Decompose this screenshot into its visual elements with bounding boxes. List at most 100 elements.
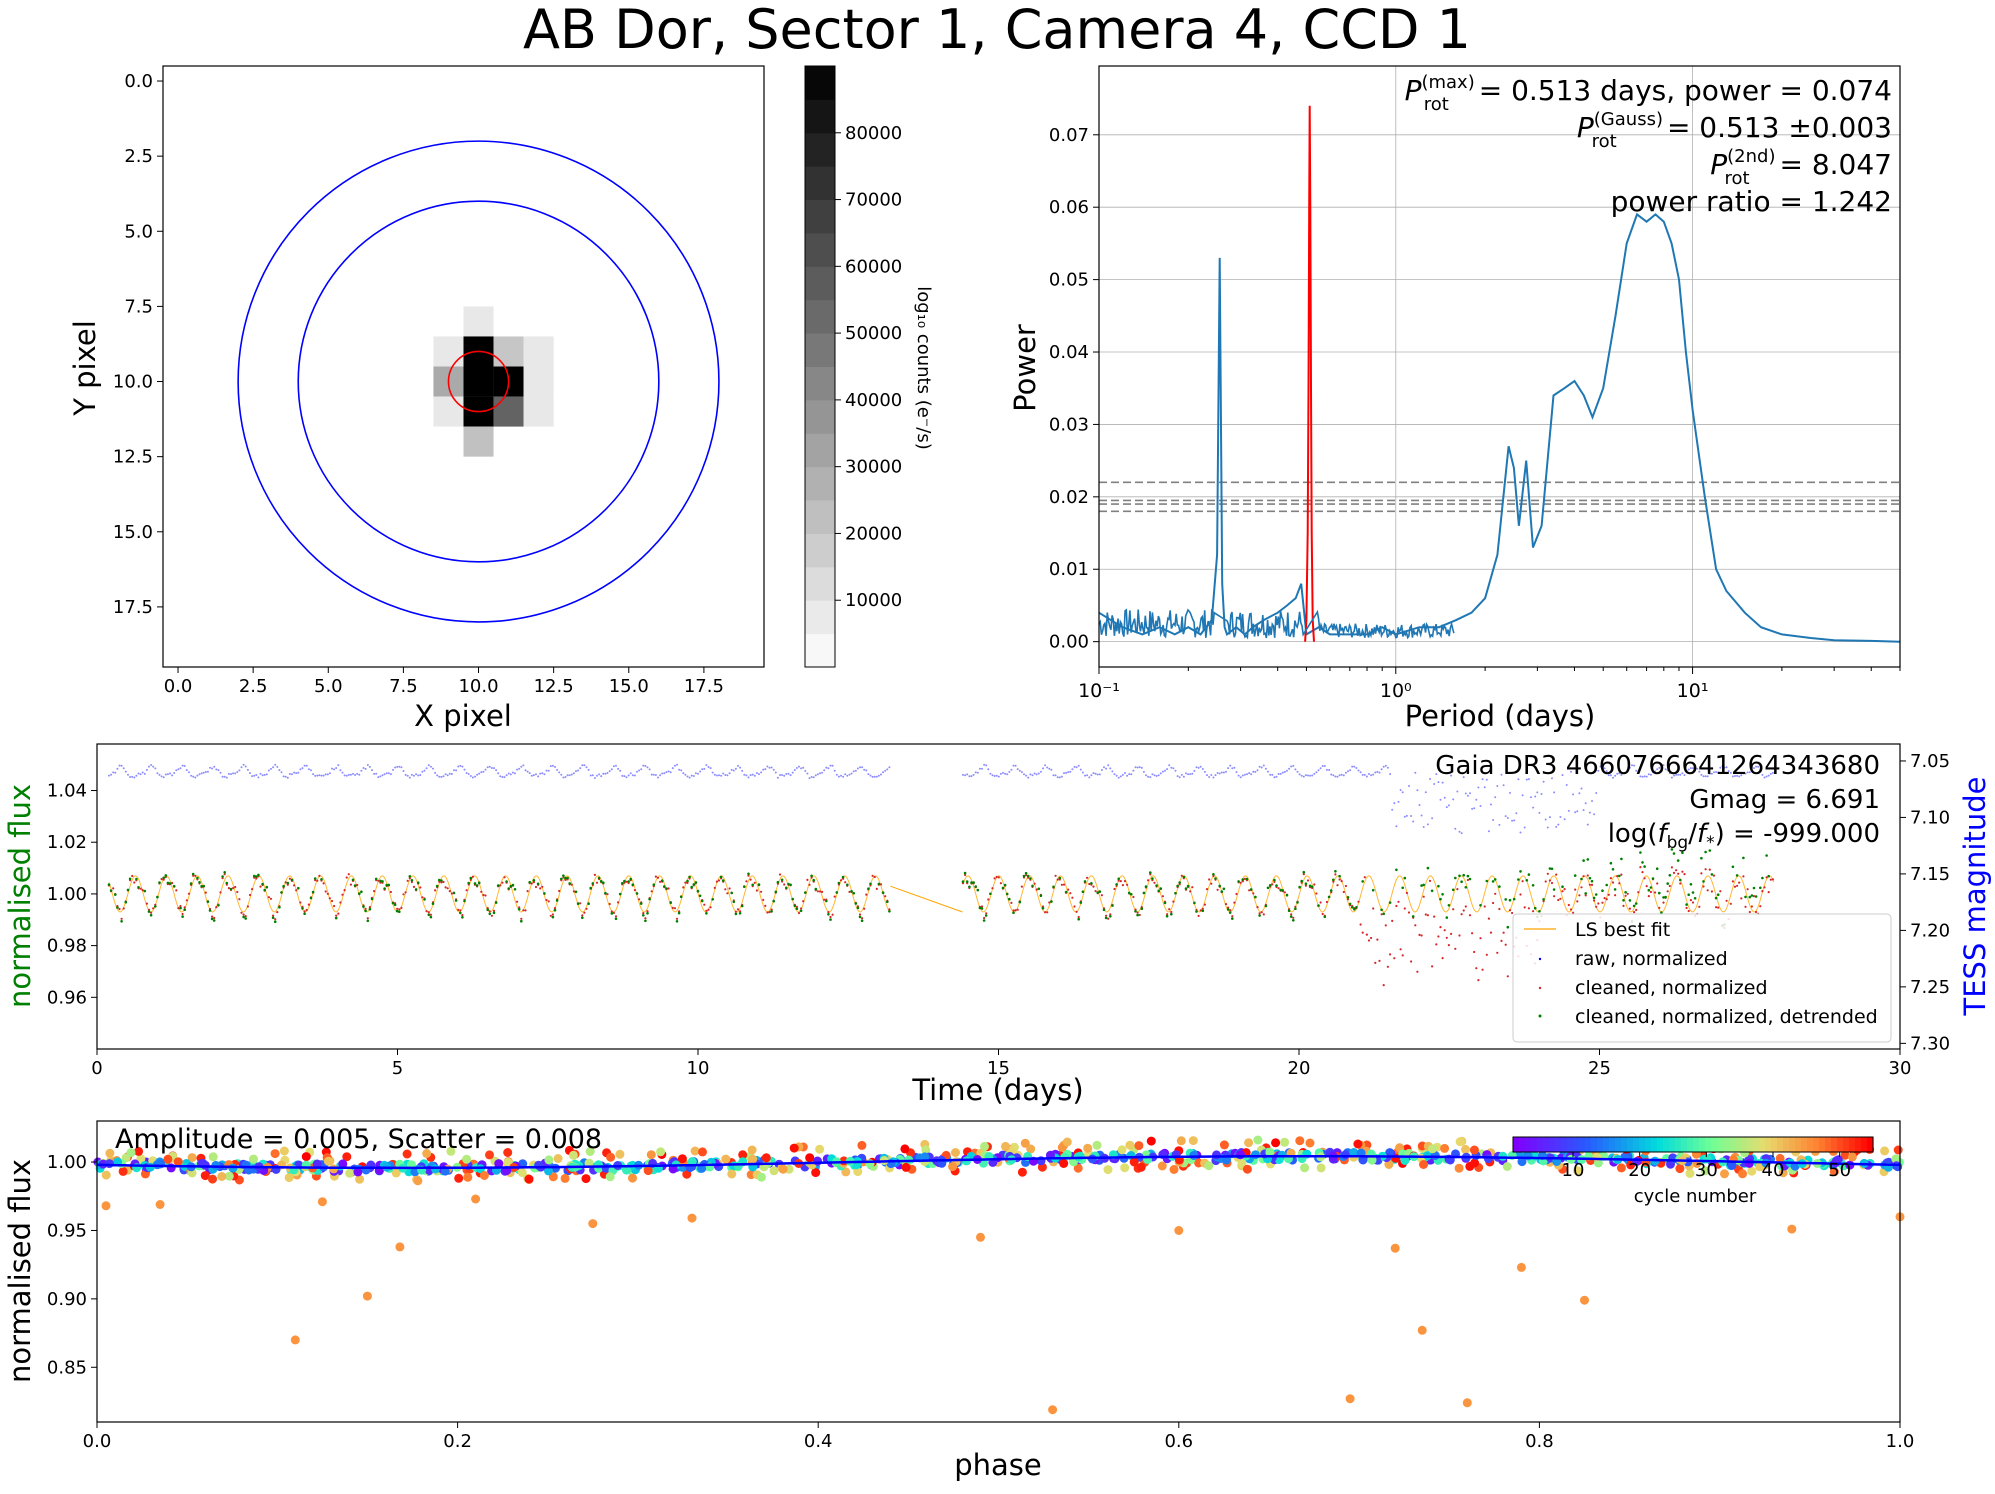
detrended-point: [1222, 887, 1226, 891]
phase-point: [494, 1159, 504, 1169]
cleaned-point: [1500, 939, 1503, 943]
cycle-colorbar-segment: [1837, 1137, 1844, 1152]
cleaned-point: [530, 882, 533, 885]
figure-title: AB Dor, Sector 1, Camera 4, CCD 1: [523, 0, 1471, 61]
detrended-point: [984, 914, 988, 917]
cleaned-point: [1410, 960, 1413, 963]
detrended-point: [414, 888, 418, 891]
raw-point: [118, 764, 121, 767]
raw-point: [440, 775, 443, 778]
detrended-point: [791, 897, 794, 901]
raw-point: [859, 766, 861, 769]
detrended-point: [528, 880, 531, 884]
cleaned-point: [1025, 874, 1028, 877]
cleaned-point: [526, 890, 529, 893]
x-tick-label: 1.0: [1886, 1431, 1915, 1452]
cleaned-point: [980, 905, 984, 908]
detrended-point: [1292, 919, 1295, 922]
cleaned-point: [1153, 881, 1156, 884]
cycle-colorbar-segment: [1771, 1137, 1778, 1152]
cycle-colorbar-tick-label: 10: [1562, 1160, 1585, 1181]
cleaned-point: [749, 878, 752, 881]
raw-point: [524, 769, 527, 772]
detrended-point: [576, 902, 580, 906]
raw-point: [1498, 823, 1501, 826]
phase-point: [173, 1157, 183, 1167]
raw-point: [476, 773, 479, 776]
cleaned-point: [139, 887, 142, 890]
raw-point: [402, 770, 405, 772]
detrended-point: [719, 875, 723, 879]
raw-point: [617, 767, 620, 770]
cleaned-point: [1767, 891, 1770, 894]
detrended-point: [1498, 885, 1501, 888]
cleaned-point: [1426, 914, 1429, 917]
raw-point: [690, 774, 693, 777]
cleaned-point: [1113, 887, 1116, 891]
raw-point: [981, 767, 983, 770]
raw-point: [461, 765, 464, 768]
detrended-point: [410, 879, 414, 882]
phase-point: [1440, 1143, 1450, 1153]
colorbar-tick-label: 80000: [845, 123, 902, 144]
detrended-point: [431, 902, 435, 905]
raw-point: [255, 774, 258, 776]
phase-point: [1616, 1163, 1626, 1173]
cycle-colorbar: 10 20 30 40 50: [1512, 1136, 1874, 1181]
detrended-point: [1493, 878, 1497, 881]
detrended-point: [221, 875, 224, 878]
detrended-point: [776, 880, 780, 884]
cleaned-point: [583, 911, 586, 914]
cleaned-point: [318, 874, 321, 878]
detrended-point: [780, 878, 784, 882]
raw-point: [469, 775, 472, 777]
raw-point: [1111, 770, 1114, 773]
detrended-point: [360, 890, 363, 894]
raw-point: [221, 775, 224, 778]
detrended-point: [387, 883, 391, 887]
raw-point: [1628, 766, 1631, 769]
raw-point: [1029, 773, 1032, 776]
raw-point: [749, 774, 752, 777]
raw-point: [1130, 773, 1133, 776]
raw-point: [1727, 770, 1730, 772]
raw-point: [1487, 830, 1490, 833]
raw-point: [1325, 768, 1328, 771]
cleaned-point: [1681, 870, 1684, 873]
detrended-point: [1096, 891, 1099, 894]
raw-point: [1298, 773, 1301, 776]
lightcurve-info: Gaia DR3 4660766641264343680 Gmag = 6.69…: [1435, 751, 1880, 853]
detrended-point: [970, 881, 973, 884]
detrended-point: [225, 881, 229, 885]
raw-point: [1515, 812, 1518, 815]
cleaned-point: [831, 913, 834, 916]
raw-point: [1063, 772, 1065, 775]
raw-point: [854, 769, 857, 772]
cleaned-point: [1414, 924, 1417, 927]
cleaned-point: [863, 907, 866, 910]
cycle-colorbar-segment: [1603, 1137, 1610, 1152]
raw-point: [1020, 771, 1023, 773]
raw-point: [1670, 776, 1673, 779]
raw-point: [312, 773, 315, 776]
raw-point: [812, 776, 815, 779]
raw-point: [1288, 767, 1291, 770]
raw-point: [726, 774, 729, 777]
detrended-point: [1403, 876, 1407, 880]
raw-point: [869, 774, 872, 777]
raw-point: [1311, 774, 1314, 777]
cycle-colorbar-label: cycle number: [1634, 1186, 1757, 1207]
colorbar-segment: [805, 500, 835, 534]
raw-point: [1037, 772, 1040, 775]
cleaned-point: [1210, 882, 1213, 885]
cleaned-point: [150, 911, 153, 914]
raw-point: [1107, 764, 1110, 767]
phase-point: [353, 1167, 363, 1177]
phase-point: [1146, 1136, 1156, 1146]
cleaned-point: [1700, 872, 1703, 875]
cleaned-point: [1389, 953, 1392, 956]
raw-point: [1033, 772, 1036, 775]
detrended-point: [393, 903, 397, 907]
raw-point: [1736, 774, 1739, 777]
detrended-point: [297, 886, 300, 890]
